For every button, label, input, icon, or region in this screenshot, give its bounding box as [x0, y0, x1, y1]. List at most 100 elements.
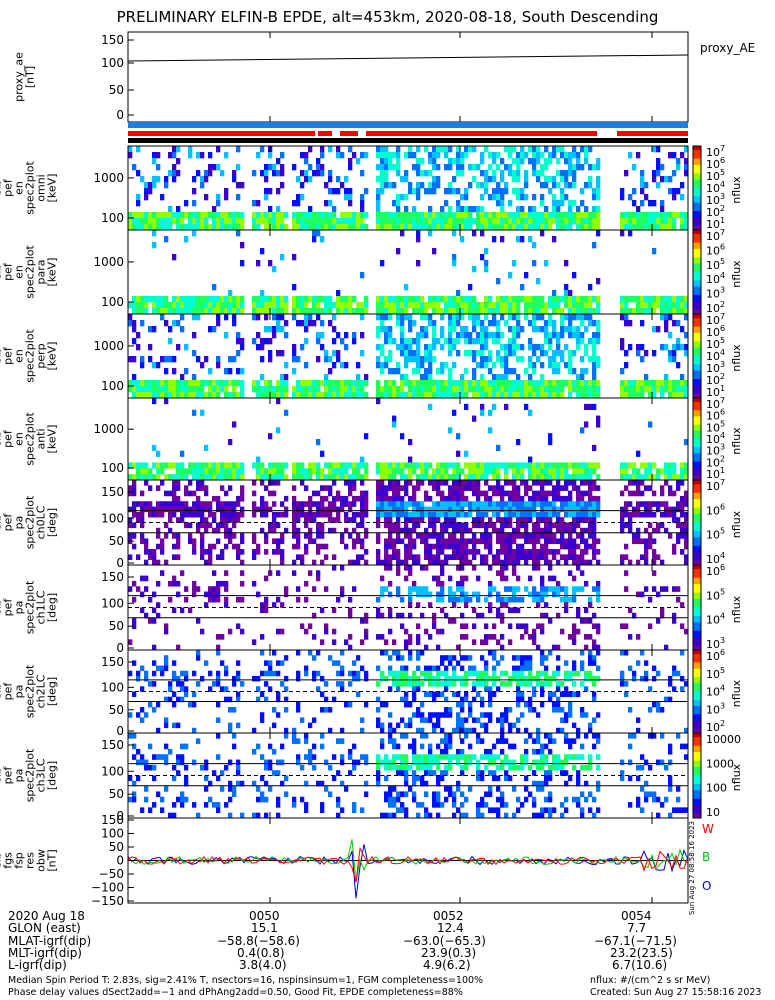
spectrogram-cell [208, 380, 213, 387]
spectrogram-cell [296, 468, 301, 475]
pa-cell [424, 586, 429, 592]
pa-cell [196, 650, 201, 656]
pa-cell [132, 501, 137, 507]
pa-cell [388, 712, 393, 718]
spectrogram-cell [528, 344, 533, 351]
spectrogram-cell [620, 194, 625, 201]
pa-cell [528, 538, 533, 545]
pa-cell [388, 591, 393, 598]
spectrogram-cell [132, 474, 137, 481]
pa-cell [348, 485, 353, 491]
pa-cell [564, 527, 569, 534]
spectrogram-cell [328, 200, 333, 207]
pa-cell [132, 543, 137, 550]
spectrogram-cell [472, 266, 477, 273]
pa-cell [384, 517, 389, 523]
spectrogram-cell [384, 146, 389, 153]
pa-cell [328, 485, 333, 491]
pa-cell [644, 527, 649, 534]
spectrogram-cell [464, 392, 469, 399]
pa-cell [344, 527, 349, 534]
spectrogram-cell [172, 170, 177, 177]
pa-cell [144, 480, 149, 486]
spectrogram-cell [576, 296, 581, 303]
colorbar-cell [693, 477, 701, 481]
spectrogram-cell [492, 362, 497, 369]
spectrogram-cell [552, 152, 557, 159]
pa-cell [320, 485, 325, 491]
spectrogram-cell [192, 350, 197, 357]
pa-cell [276, 670, 281, 677]
spectrogram-cell [352, 468, 357, 475]
spectrogram-cell [348, 462, 353, 469]
ylabel-line: proxy_ae [13, 52, 26, 102]
spectrogram-cell [208, 368, 213, 375]
spectrogram-cell [620, 474, 625, 481]
spectrogram-cell [560, 212, 565, 219]
pa-cell [128, 517, 133, 523]
spectrogram-cell [528, 456, 533, 463]
spectrogram-cell [528, 392, 533, 399]
pa-cell [644, 554, 649, 560]
spectrogram-cell [156, 362, 161, 369]
spectrogram-cell [488, 302, 493, 309]
pa-cell [176, 696, 181, 703]
spectrogram-cell [588, 314, 593, 321]
pa-cell [632, 506, 637, 513]
pa-cell [400, 623, 405, 630]
pa-cell [520, 533, 525, 539]
pa-cell [476, 485, 481, 491]
spectrogram-cell [280, 468, 285, 475]
pa-cell [240, 495, 245, 502]
pa-cell [544, 538, 549, 545]
spectrogram-cell [304, 296, 309, 303]
spectrogram-cell [412, 350, 417, 357]
spectrogram-cell [164, 236, 169, 243]
spectrogram-cell [232, 218, 237, 225]
spectrogram-cell [528, 320, 533, 327]
colorbar-cell [693, 351, 701, 355]
spectrogram-cell [672, 380, 677, 387]
spectrogram-cell [140, 362, 145, 369]
spectrogram-cell [408, 392, 413, 399]
spectrogram-cell [592, 206, 597, 213]
spectrogram-cell [684, 474, 689, 481]
spectrogram-cell [440, 392, 445, 399]
pa-cell [540, 533, 545, 539]
pa-cell [432, 480, 437, 486]
spectrogram-cell [340, 462, 345, 469]
colorbar-tick-label: 105 [706, 587, 725, 602]
spectrogram-cell [536, 380, 541, 387]
spectrogram-cell [396, 392, 401, 399]
spectrogram-cell [184, 474, 189, 481]
pa-cell [268, 686, 273, 692]
spectrogram-cell [444, 338, 449, 345]
pa-cell [364, 495, 369, 502]
spectrogram-cell [300, 302, 305, 309]
pa-cell [236, 675, 241, 682]
pa-cell [424, 511, 429, 518]
pa-cell [528, 501, 533, 507]
spectrogram-cell [500, 206, 505, 213]
spectrogram-cell [676, 308, 681, 315]
pa-cell [348, 517, 353, 523]
pa-cell [212, 543, 217, 550]
spectrogram-cell [464, 206, 469, 213]
pa-cell [460, 575, 465, 582]
spectrogram-cell [540, 308, 545, 315]
pa-cell [376, 485, 381, 491]
spectrogram-cell [592, 218, 597, 225]
spectrogram-cell [376, 344, 381, 351]
spectrogram-cell [164, 296, 169, 303]
spectrogram-cell [188, 462, 193, 469]
pa-cell [444, 517, 449, 523]
pa-cell [224, 602, 229, 608]
pa-cell [392, 650, 397, 656]
spectrogram-cell [208, 212, 213, 219]
spectrogram-cell [432, 380, 437, 387]
spectrogram-cell [684, 439, 689, 446]
spectrogram-cell [292, 350, 297, 357]
colorbar-cell [693, 605, 701, 608]
spectrogram-cell [228, 302, 233, 309]
pa-cell [416, 506, 421, 513]
